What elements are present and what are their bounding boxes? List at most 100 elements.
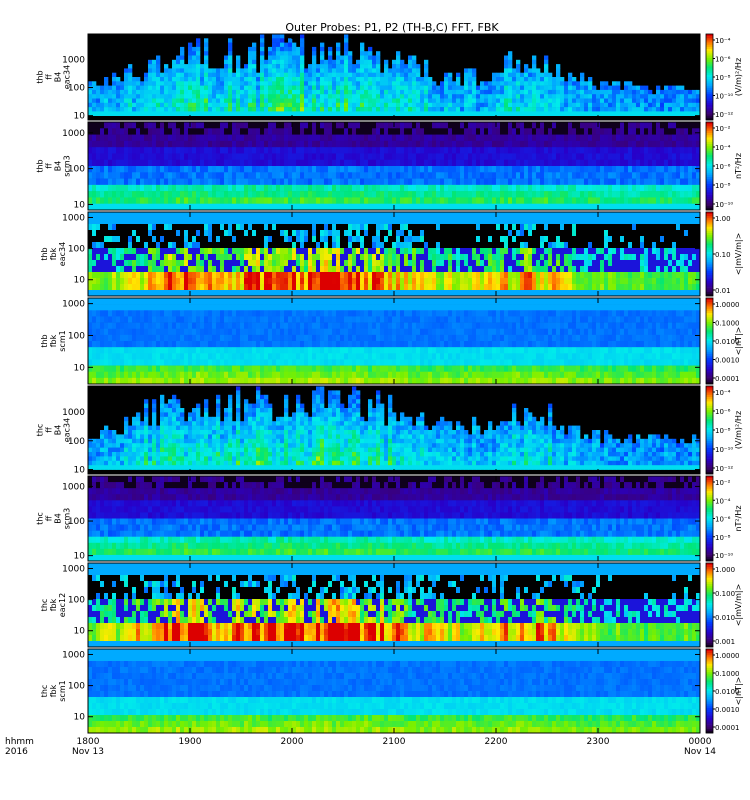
spectrogram-cell xyxy=(360,85,365,91)
spectrogram-cell xyxy=(256,98,261,104)
spectrogram-cell xyxy=(508,191,513,198)
spectrogram-cell xyxy=(416,166,421,173)
spectrogram-cell xyxy=(176,81,181,86)
spectrogram-cell xyxy=(672,166,677,173)
spectrogram-cell xyxy=(344,159,349,167)
spectrogram-cell xyxy=(600,111,605,116)
spectrogram-cell xyxy=(292,203,297,211)
spectrogram-cell xyxy=(252,191,257,198)
spectrogram-cell xyxy=(176,248,181,255)
colorbar-segment xyxy=(706,113,713,116)
spectrogram-cell xyxy=(104,85,109,91)
spectrogram-cell xyxy=(608,102,613,108)
spectrogram-cell xyxy=(312,128,317,135)
spectrogram-cell xyxy=(568,178,573,186)
spectrogram-cell xyxy=(384,191,389,198)
colorbar-segment xyxy=(706,135,713,138)
spectrogram-cell xyxy=(304,68,309,73)
spectrogram-cell xyxy=(88,203,93,211)
spectrogram-cell xyxy=(640,102,645,108)
spectrogram-cell xyxy=(312,153,317,161)
spectrogram-cell xyxy=(612,166,617,173)
spectrogram-cell xyxy=(684,94,689,99)
spectrogram-cell xyxy=(324,224,329,231)
spectrogram-cell xyxy=(460,122,465,129)
spectrogram-cell xyxy=(432,134,437,142)
spectrogram-cell xyxy=(296,102,301,108)
spectrogram-cell xyxy=(568,85,573,91)
spectrogram-cell xyxy=(220,218,225,225)
spectrogram-cell xyxy=(404,81,409,86)
spectrogram-cell xyxy=(532,197,537,205)
spectrogram-cell xyxy=(596,172,601,179)
spectrogram-cell xyxy=(440,134,445,142)
spectrogram-cell xyxy=(320,212,325,219)
spectrogram-cell xyxy=(528,134,533,142)
spectrogram-cell xyxy=(348,153,353,161)
spectrogram-cell xyxy=(560,94,565,99)
spectrogram-cell xyxy=(264,203,269,211)
spectrogram-cell xyxy=(616,98,621,104)
spectrogram-cell xyxy=(144,85,149,91)
spectrogram-cell xyxy=(296,248,301,255)
spectrogram-cell xyxy=(280,290,285,297)
spectrogram-cell xyxy=(348,98,353,104)
spectrogram-cell xyxy=(384,166,389,173)
spectrogram-cell xyxy=(124,102,129,108)
spectrogram-cell xyxy=(628,134,633,142)
spectrogram-cell xyxy=(484,122,489,129)
spectrogram-cell xyxy=(236,197,241,205)
spectrogram-cell xyxy=(408,203,413,211)
spectrogram-cell xyxy=(528,191,533,198)
spectrogram-cell xyxy=(256,166,261,173)
spectrogram-cell xyxy=(292,184,297,192)
colorbar-segment xyxy=(706,152,713,156)
spectrogram-cell xyxy=(300,272,305,279)
spectrogram-cell xyxy=(252,166,257,173)
spectrogram-cell xyxy=(128,64,133,69)
spectrogram-cell xyxy=(148,272,153,279)
spectrogram-cell xyxy=(512,134,517,142)
spectrogram-cell xyxy=(108,248,113,255)
spectrogram-cell xyxy=(640,85,645,91)
spectrogram-cell xyxy=(408,153,413,161)
colorbar-segment xyxy=(706,83,713,86)
spectrogram-cell xyxy=(92,153,97,161)
spectrogram-cell xyxy=(600,128,605,135)
spectrogram-cell xyxy=(172,102,177,108)
spectrogram-cell xyxy=(328,197,333,205)
spectrogram-cell xyxy=(648,102,653,108)
spectrogram-cell xyxy=(96,191,101,198)
spectrogram-cell xyxy=(456,203,461,211)
spectrogram-cell xyxy=(564,191,569,198)
spectrogram-cell xyxy=(540,153,545,161)
spectrogram-cell xyxy=(444,159,449,167)
spectrogram-cell xyxy=(508,153,513,161)
spectrogram-cell xyxy=(152,172,157,179)
y-tick-label: 100 xyxy=(68,84,85,94)
spectrogram-cell xyxy=(112,85,117,91)
spectrogram-cell xyxy=(192,46,197,52)
spectrogram-cell xyxy=(224,166,229,173)
spectrogram-cell xyxy=(216,94,221,99)
spectrogram-cell xyxy=(508,72,513,78)
spectrogram-cell xyxy=(152,68,157,73)
spectrogram-cell xyxy=(548,134,553,142)
spectrogram-cell xyxy=(440,85,445,91)
spectrogram-cell xyxy=(432,122,437,129)
spectrogram-cell xyxy=(332,153,337,161)
spectrogram-cell xyxy=(596,102,601,108)
spectrogram-cell xyxy=(300,38,305,43)
spectrogram-cell xyxy=(216,107,221,112)
spectrogram-cell xyxy=(664,85,669,91)
spectrogram-cell xyxy=(396,64,401,69)
spectrogram-cell xyxy=(264,98,269,104)
spectrogram-cell xyxy=(240,134,245,142)
spectrogram-cell xyxy=(372,128,377,135)
spectrogram-cell xyxy=(124,94,129,99)
spectrogram-cell xyxy=(92,284,97,291)
spectrogram-cell xyxy=(552,178,557,186)
spectrogram-cell xyxy=(204,85,209,91)
spectrogram-cell xyxy=(516,77,521,82)
spectrogram-cell xyxy=(116,254,121,261)
